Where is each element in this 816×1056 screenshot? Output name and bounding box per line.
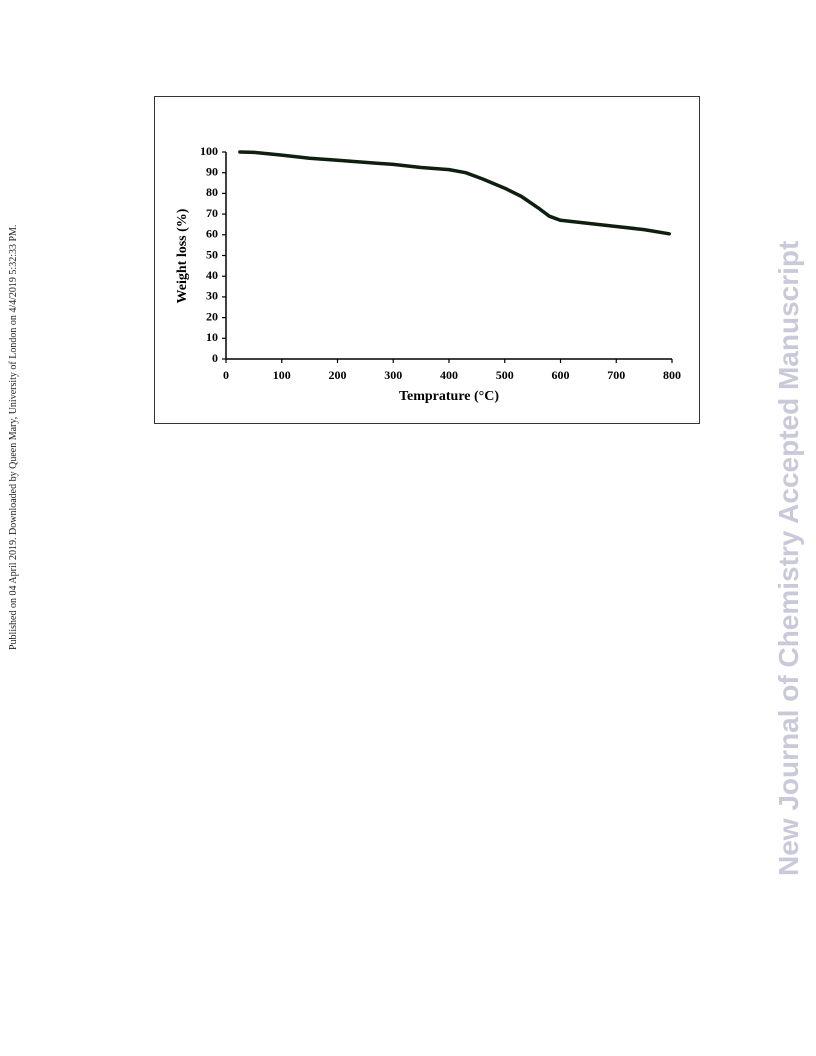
x-tick-label: 600 xyxy=(552,368,570,382)
x-tick-label: 500 xyxy=(496,368,514,382)
x-tick-label: 0 xyxy=(223,368,229,382)
figure-frame xyxy=(154,96,700,424)
x-tick-label: 300 xyxy=(384,368,402,382)
x-tick-label: 800 xyxy=(663,368,681,382)
y-axis-title: Weight loss (%) xyxy=(175,208,190,303)
y-tick-label: 0 xyxy=(212,351,218,365)
y-tick-label: 30 xyxy=(206,289,218,303)
y-tick-label: 80 xyxy=(206,185,218,199)
y-tick-label: 10 xyxy=(206,330,218,344)
data-line xyxy=(238,150,671,236)
x-tick-label: 200 xyxy=(329,368,347,382)
x-axis-title: Temprature (°C) xyxy=(399,389,499,404)
y-tick-label: 20 xyxy=(206,309,218,323)
side-note: Published on 04 April 2019. Downloaded b… xyxy=(8,225,19,650)
x-tick-label: 400 xyxy=(440,368,458,382)
y-tick-label: 40 xyxy=(206,268,218,282)
x-tick-label: 700 xyxy=(607,368,625,382)
y-tick-label: 50 xyxy=(206,247,218,261)
y-tick-label: 100 xyxy=(200,144,218,158)
x-tick-label: 100 xyxy=(273,368,291,382)
y-tick-label: 70 xyxy=(206,206,218,220)
y-tick-label: 60 xyxy=(206,227,218,241)
y-tick-label: 90 xyxy=(206,164,218,178)
watermark: New Journal of Chemistry Accepted Manusc… xyxy=(773,241,804,876)
